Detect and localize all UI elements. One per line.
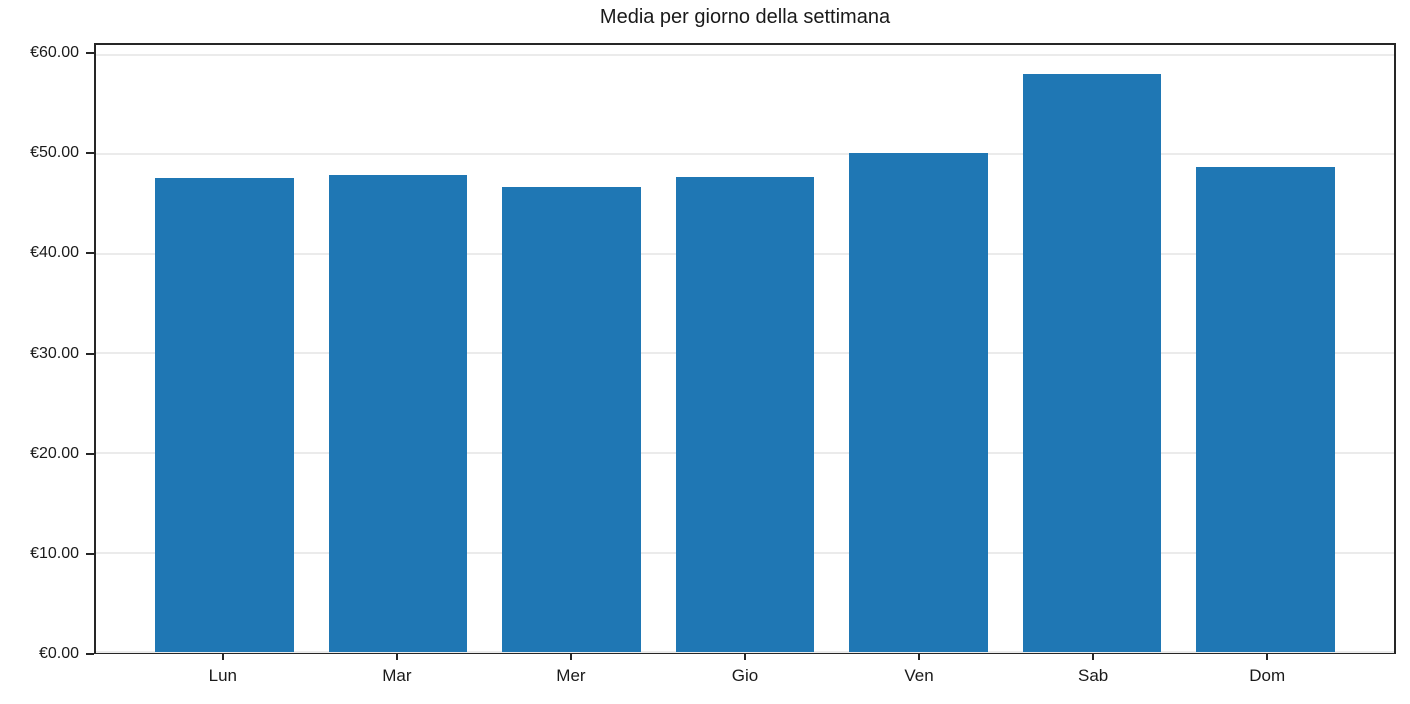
y-tick-label: €30.00: [30, 344, 79, 362]
gridline: [96, 53, 1394, 56]
y-tick-mark: [86, 352, 94, 355]
bar-sab: [1022, 73, 1162, 652]
x-tick-mark: [1092, 654, 1095, 660]
x-tick-label-ven: Ven: [904, 666, 934, 685]
bar-mar: [328, 175, 468, 652]
chart-title: Media per giorno della settimana: [599, 6, 891, 28]
y-tick-mark: [86, 552, 94, 555]
x-tick-mark: [744, 654, 746, 660]
x-tick-mark: [1266, 654, 1269, 660]
y-tick-mark: [86, 52, 94, 55]
bar-gio: [675, 177, 815, 652]
gridline: [96, 651, 1394, 653]
y-tick-label: €50.00: [30, 144, 79, 162]
x-tick-label-sab: Sab: [1078, 666, 1109, 685]
x-tick-mark: [918, 654, 921, 660]
y-tick-mark: [86, 452, 94, 455]
gridline: [96, 153, 1394, 156]
x-tick-mark: [221, 654, 224, 660]
x-tick-label-dom: Dom: [1249, 666, 1286, 685]
y-tick-label: €20.00: [30, 444, 79, 462]
x-tick-mark: [569, 654, 572, 660]
x-tick-mark: [395, 654, 398, 660]
x-tick-label-gio: Gio: [731, 666, 759, 685]
bar-ven: [849, 153, 988, 652]
bar-lun: [155, 178, 294, 652]
plot-area: [94, 43, 1396, 654]
x-tick-label-lun: Lun: [208, 666, 237, 685]
y-tick-mark: [86, 653, 94, 655]
y-tick-label: €60.00: [30, 44, 79, 62]
x-tick-label-mer: Mer: [556, 666, 586, 685]
y-axis: €0.00 €10.00 €20.00 €30.00 €40.00 €50.00 €60.0…: [0, 43, 94, 662]
x-axis: Lun Mar Mer Gio Ven Sab Dom: [94, 654, 1396, 704]
y-tick-label: €10.00: [30, 544, 79, 562]
y-tick-label: €0.00: [38, 645, 79, 662]
bar-dom: [1196, 167, 1335, 652]
x-tick-label-mar: Mar: [382, 666, 412, 685]
y-tick-label: €40.00: [30, 244, 79, 262]
bar-mer: [502, 187, 641, 652]
y-tick-mark: [86, 252, 94, 255]
y-tick-mark: [86, 152, 94, 155]
